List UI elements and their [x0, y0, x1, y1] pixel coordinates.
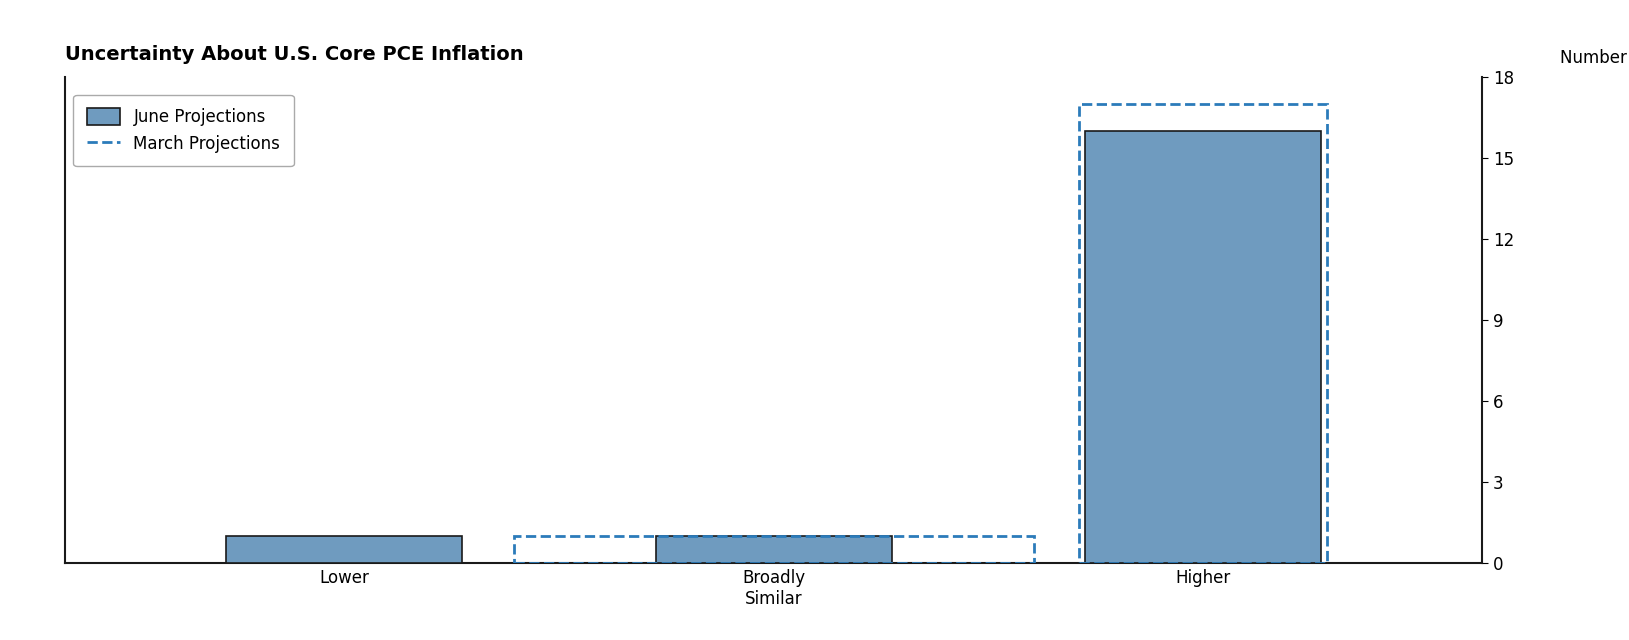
Text: Number of participants: Number of participants: [1561, 49, 1629, 67]
Bar: [226, 536, 463, 563]
Text: Uncertainty About U.S. Core PCE Inflation: Uncertainty About U.S. Core PCE Inflatio…: [65, 45, 525, 64]
Legend: June Projections, March Projections: June Projections, March Projections: [73, 95, 293, 166]
Bar: [1080, 104, 1328, 563]
Bar: [515, 536, 1033, 563]
Bar: [1085, 131, 1321, 563]
Bar: [655, 536, 893, 563]
